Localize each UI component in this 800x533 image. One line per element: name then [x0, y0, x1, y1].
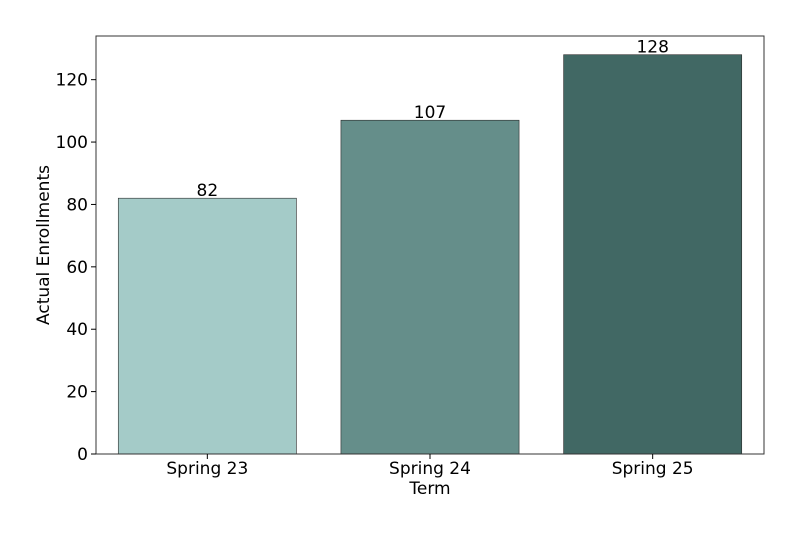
bar-spring-25 [563, 54, 743, 455]
bar-spring-23 [117, 197, 297, 455]
bar-group [117, 54, 743, 455]
y-axis-label: Actual Enrollments [34, 165, 54, 325]
x-tick-label: Spring 24 [389, 459, 471, 479]
y-tick-label: 120 [56, 71, 88, 91]
data-label: 107 [414, 103, 446, 123]
y-tick-label: 0 [77, 445, 88, 465]
x-tick-label: Spring 23 [166, 459, 248, 479]
data-label-group: 82 107 128 [197, 38, 669, 201]
data-label: 128 [636, 38, 668, 58]
x-axis: Spring 23 Spring 24 Spring 25 [166, 454, 694, 479]
y-tick-label: 60 [66, 258, 88, 278]
y-tick-label: 40 [66, 320, 88, 340]
bar-spring-24 [340, 119, 520, 455]
y-tick-label: 80 [66, 195, 88, 215]
y-tick-label: 100 [56, 133, 88, 153]
y-axis: 0 20 40 60 80 100 120 [56, 71, 96, 465]
data-label: 82 [197, 181, 219, 201]
x-axis-label: Term [408, 479, 450, 499]
x-tick-label: Spring 25 [612, 459, 694, 479]
y-tick-label: 20 [66, 383, 88, 403]
